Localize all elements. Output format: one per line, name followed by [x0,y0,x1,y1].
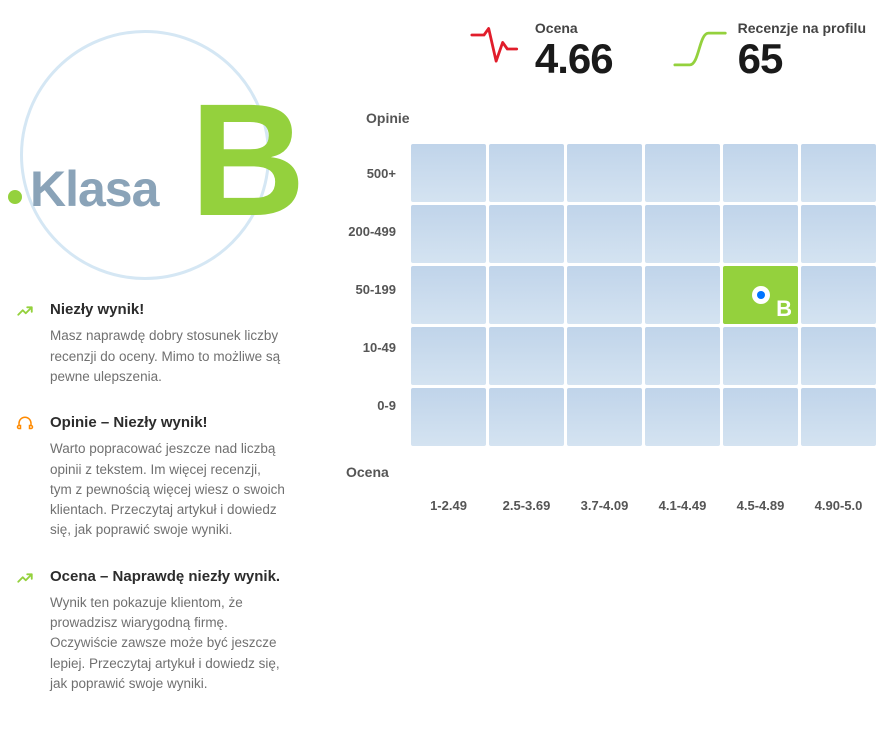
heatmap-cell [489,388,564,446]
heatmap-cell [567,144,642,202]
heatmap-cell [801,388,876,446]
heatmap-cell [567,266,642,324]
recommendation-list: Niezły wynik! Masz naprawdę dobry stosun… [10,300,296,694]
heatmap-cell [723,144,798,202]
heatmap-cell [411,144,486,202]
heatmap-cell [411,266,486,324]
heatmap-cell [645,144,720,202]
heatmap-col-label: 4.1-4.49 [645,498,720,513]
heatmap-row-label: 200-499 [306,202,411,260]
heatmap-row-label: 10-49 [306,318,411,376]
heatmap-cell [489,205,564,263]
trend-up-icon [16,302,34,320]
heatmap-row-label: 0-9 [306,376,411,434]
heatmap-cell [723,205,798,263]
stats-row: Ocena 4.66 Recenzje na profilu 65 [306,20,876,80]
grade-letter: B [190,80,301,240]
heatmap-cells: B [411,144,876,446]
heatmap-cell [411,205,486,263]
stat-value: 4.66 [535,38,613,80]
stat-value: 65 [738,38,783,80]
heatmap-col-labels: 1-2.49 2.5-3.69 3.7-4.09 4.1-4.49 4.5-4.… [411,498,876,513]
class-badge: Klasa B [10,20,290,270]
stat-label: Ocena [535,20,578,36]
trend-up-icon [16,569,34,587]
heatmap-cell [489,327,564,385]
heatmap-cell [645,205,720,263]
recommendation-body: Wynik ten pokazuje klientom, że prowadzi… [50,593,286,694]
recommendation-item: Ocena – Naprawdę niezły wynik. Wynik ten… [50,567,286,695]
heatmap-col-label: 1-2.49 [411,498,486,513]
curve-icon [673,25,723,75]
heatmap-y-title: Opinie [366,110,876,126]
recommendation-item: Niezły wynik! Masz naprawdę dobry stosun… [50,300,286,387]
badge-dot [8,190,22,204]
heatmap-cell [489,266,564,324]
recommendation-title: Ocena – Naprawdę niezły wynik. [50,567,286,587]
heatmap-cell [411,388,486,446]
heatmap-cell [723,327,798,385]
heatmap-marker [752,286,770,304]
heatmap-cell [645,388,720,446]
heatmap-col-label: 4.5-4.89 [723,498,798,513]
heatmap-cell [567,327,642,385]
heatmap-col-label: 2.5-3.69 [489,498,564,513]
klasa-label: Klasa [30,160,158,218]
heatmap-x-title: Ocena [346,464,389,480]
pulse-icon [470,25,520,75]
heatmap-col-label: 4.90-5.0 [801,498,876,513]
recommendation-title: Opinie – Niezły wynik! [50,413,286,433]
heatmap-cell [567,205,642,263]
stat-recenzje: Recenzje na profilu 65 [673,20,866,80]
recommendation-title: Niezły wynik! [50,300,286,320]
stat-ocena: Ocena 4.66 [470,20,613,80]
heatmap-cell [801,144,876,202]
heatmap: Opinie 500+ 200-499 50-199 10-49 0-9 B O… [306,110,876,513]
heatmap-cell [801,327,876,385]
recommendation-body: Masz naprawdę dobry stosunek liczby rece… [50,326,286,387]
headset-icon [16,415,34,433]
heatmap-cell [645,327,720,385]
heatmap-col-label: 3.7-4.09 [567,498,642,513]
heatmap-cell [567,388,642,446]
heatmap-cell [801,205,876,263]
heatmap-row-label: 50-199 [306,260,411,318]
heatmap-row-label: 500+ [306,144,411,202]
recommendation-item: Opinie – Niezły wynik! Warto popracować … [50,413,286,541]
stat-label: Recenzje na profilu [738,20,866,36]
heatmap-cell: B [723,266,798,324]
heatmap-cell [645,266,720,324]
heatmap-cell [411,327,486,385]
heatmap-row-labels: 500+ 200-499 50-199 10-49 0-9 [306,144,411,446]
heatmap-cell [489,144,564,202]
heatmap-cell [723,388,798,446]
heatmap-hot-letter: B [776,296,792,322]
recommendation-body: Warto popracować jeszcze nad liczbą opin… [50,439,286,540]
heatmap-cell [801,266,876,324]
